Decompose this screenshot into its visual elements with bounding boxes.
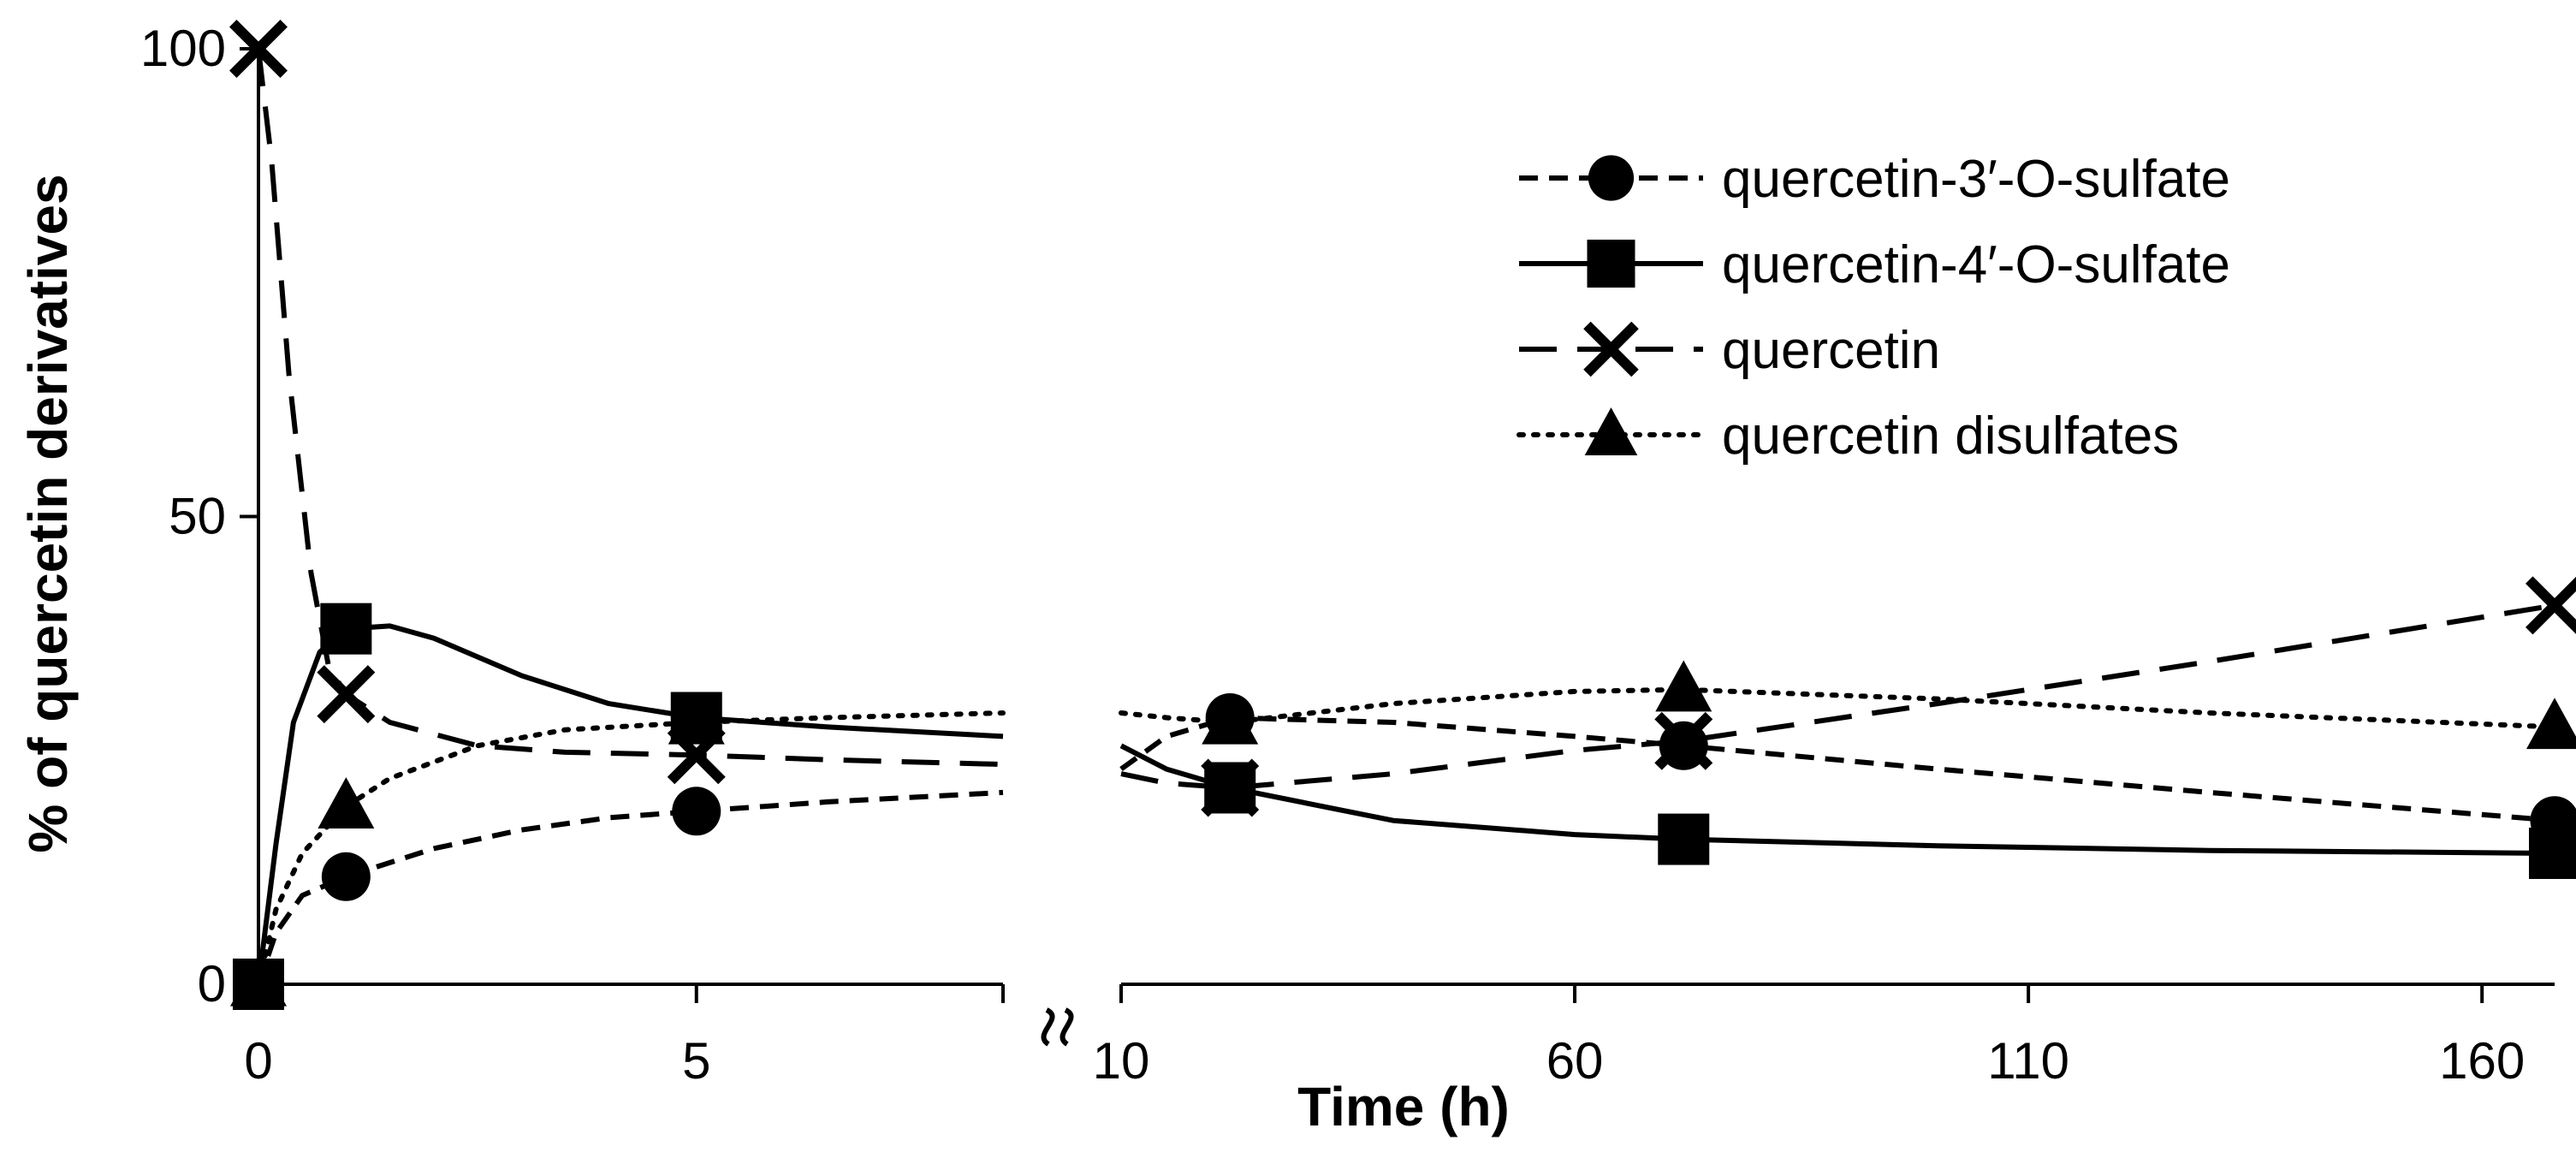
x-marker-stroke [1201, 758, 1260, 817]
x-tick-label: 5 [682, 1032, 710, 1090]
data-point-square [2529, 827, 2576, 879]
series-3 [230, 660, 2576, 1007]
y-axis-title: % of quercetin derivatives [17, 174, 79, 852]
legend-entry-0: quercetin-3′-O-sulfate [1519, 150, 2230, 209]
legend-label: quercetin [1722, 321, 1940, 380]
data-point-square [320, 603, 372, 655]
data-point-x [1654, 711, 1713, 770]
data-point-x [229, 20, 288, 78]
legend-entry-1: quercetin-4′-O-sulfate [1519, 235, 2230, 294]
data-point-x [2526, 576, 2576, 635]
series-line-right [1119, 686, 2557, 730]
legend-label: quercetin-4′-O-sulfate [1722, 235, 2230, 294]
data-point-triangle [1202, 692, 1259, 745]
legend-entry-2: quercetin [1519, 321, 1940, 380]
data-point-circle [672, 787, 721, 836]
legend-marker-triangle [1584, 407, 1638, 455]
data-point-x [317, 665, 376, 724]
series-line-left [256, 48, 1004, 768]
legend-marker-square [1587, 240, 1635, 288]
y-tick-label: 0 [198, 955, 226, 1013]
x-tick-label: 0 [244, 1032, 272, 1090]
series-line-left [256, 710, 1006, 987]
series-line-right [1120, 603, 2555, 791]
legend-marker-x [1583, 321, 1639, 377]
data-point-circle [321, 852, 371, 901]
series-1 [233, 603, 2576, 1010]
legend-label: quercetin disulfates [1722, 407, 2179, 466]
x-marker-stroke [1583, 321, 1639, 377]
x-tick-label: 110 [1987, 1032, 2069, 1090]
data-point-square [1658, 813, 1710, 865]
axis-break-mark [1059, 1007, 1074, 1047]
series-layer [229, 20, 2576, 1010]
series-line-right [1119, 743, 2555, 856]
legend-marker-circle [1588, 155, 1635, 201]
x-tick-label: 160 [2439, 1032, 2525, 1090]
x-marker-stroke [2526, 576, 2576, 635]
legend-label: quercetin-3′-O-sulfate [1722, 150, 2230, 209]
legend: quercetin-3′-O-sulfate quercetin-4′-O-sul… [1517, 150, 2230, 466]
x-marker-stroke [229, 20, 288, 78]
x-marker-stroke [1654, 711, 1713, 770]
data-point-triangle [230, 954, 287, 1007]
data-point-x [1201, 758, 1260, 817]
x-tick-label: 10 [1093, 1032, 1150, 1090]
x-axis-title: Time (h) [1297, 1076, 1510, 1137]
series-2 [229, 20, 2576, 817]
legend-entry-3: quercetin disulfates [1517, 407, 2179, 466]
data-point-triangle [1655, 660, 1712, 712]
series-line-left [256, 789, 1004, 985]
data-point-triangle [318, 777, 375, 828]
x-tick-label: 60 [1546, 1032, 1604, 1090]
series-line-left [256, 623, 1004, 985]
y-tick-label: 50 [169, 488, 226, 545]
data-point-triangle [2526, 698, 2576, 750]
y-tick-label: 100 [140, 20, 226, 77]
data-point-triangle [668, 692, 725, 745]
x-marker-stroke [317, 665, 376, 724]
axis-break-mark [1041, 1007, 1055, 1047]
series-line-right [1119, 715, 2555, 823]
axes: 0 50 100 0 5 10 60 110 160 [140, 20, 2555, 1090]
